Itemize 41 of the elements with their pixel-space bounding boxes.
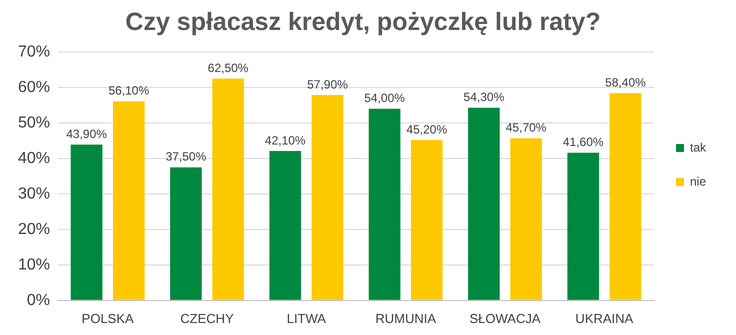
data-label: 41,60% — [562, 135, 604, 150]
bar — [212, 78, 244, 300]
bar — [368, 108, 400, 300]
bar — [567, 152, 600, 300]
data-label: 45,70% — [506, 120, 547, 135]
data-label: 54,00% — [364, 91, 406, 106]
bar — [312, 94, 344, 300]
data-label: 62,50% — [208, 60, 249, 75]
x-tick-label: POLSKA — [82, 310, 134, 326]
data-label: 58,40% — [605, 75, 646, 90]
data-label: 42,10% — [264, 133, 306, 148]
x-tick-label: LITWA — [286, 310, 326, 326]
y-tick-label: 50% — [18, 114, 50, 132]
data-label: 54,30% — [464, 90, 505, 104]
y-tick-label: 20% — [18, 220, 50, 238]
y-tick-label: 10% — [18, 256, 50, 274]
y-tick-label: 30% — [18, 185, 50, 202]
x-tick-label: SŁOWACJA — [469, 310, 541, 326]
bar — [410, 140, 443, 300]
data-label: 43,90% — [66, 126, 108, 141]
x-tick-label: UKRAINA — [575, 310, 634, 326]
bar — [70, 144, 102, 300]
x-tick-label: RUMUNIA — [375, 310, 436, 326]
legend-label: nie — [690, 174, 706, 188]
data-label: 45,20% — [406, 122, 448, 136]
legend-label: tak — [690, 140, 707, 154]
y-tick-label: 40% — [18, 150, 50, 167]
x-tick-label: CZECHY — [180, 310, 234, 326]
y-tick-label: 70% — [18, 43, 50, 60]
bar — [269, 151, 302, 300]
bar — [510, 138, 542, 300]
bar — [112, 101, 145, 300]
bar — [468, 108, 500, 300]
data-label: 56,10% — [108, 84, 150, 98]
bar — [610, 93, 642, 300]
data-label: 37,50% — [166, 150, 207, 164]
bar — [170, 167, 202, 300]
y-tick-label: 60% — [18, 78, 50, 96]
data-label: 57,90% — [307, 77, 348, 92]
chart-title: Czy spłacasz kredyt, pożyczkę lub raty? — [125, 8, 601, 36]
y-tick-label: 0% — [26, 292, 50, 309]
